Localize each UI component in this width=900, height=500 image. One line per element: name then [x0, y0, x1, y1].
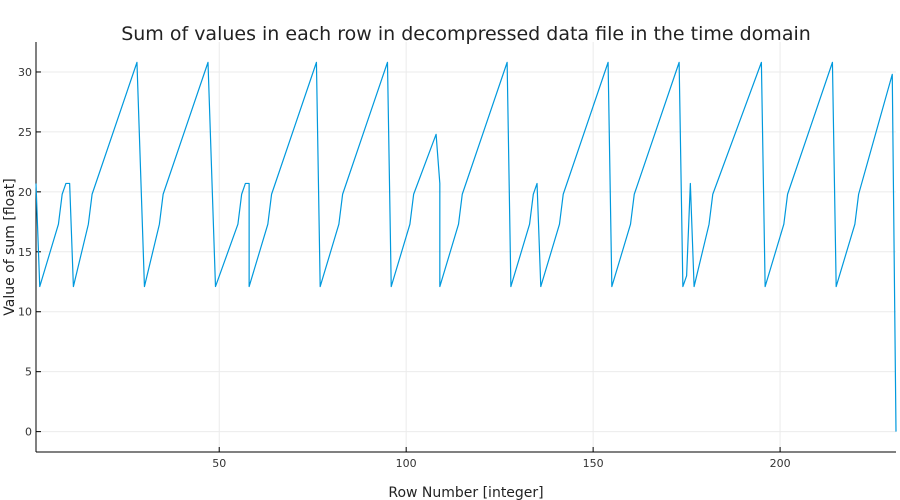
series-line [35, 61, 897, 432]
axes [35, 42, 896, 453]
y-tick-label: 5 [25, 366, 32, 379]
y-tick-label: 10 [18, 306, 32, 319]
y-tick-label: 15 [18, 246, 32, 259]
y-axis-label: Value of sum [float] [2, 178, 18, 315]
y-tick-label: 0 [25, 426, 32, 439]
y-tick-label: 25 [18, 126, 32, 139]
x-tick-label: 100 [396, 457, 417, 470]
y-tick-label: 30 [18, 66, 32, 79]
chart-title: Sum of values in each row in decompresse… [121, 23, 811, 45]
grid-lines [36, 42, 896, 452]
x-axis-label: Row Number [integer] [388, 485, 543, 500]
tick-marks: 50 100 150 200 0 5 10 15 20 25 30 [18, 66, 791, 470]
x-tick-label: 150 [583, 457, 604, 470]
series-layer [35, 61, 897, 432]
x-tick-label: 50 [212, 457, 226, 470]
x-tick-label: 200 [770, 457, 791, 470]
y-tick-label: 20 [18, 186, 32, 199]
